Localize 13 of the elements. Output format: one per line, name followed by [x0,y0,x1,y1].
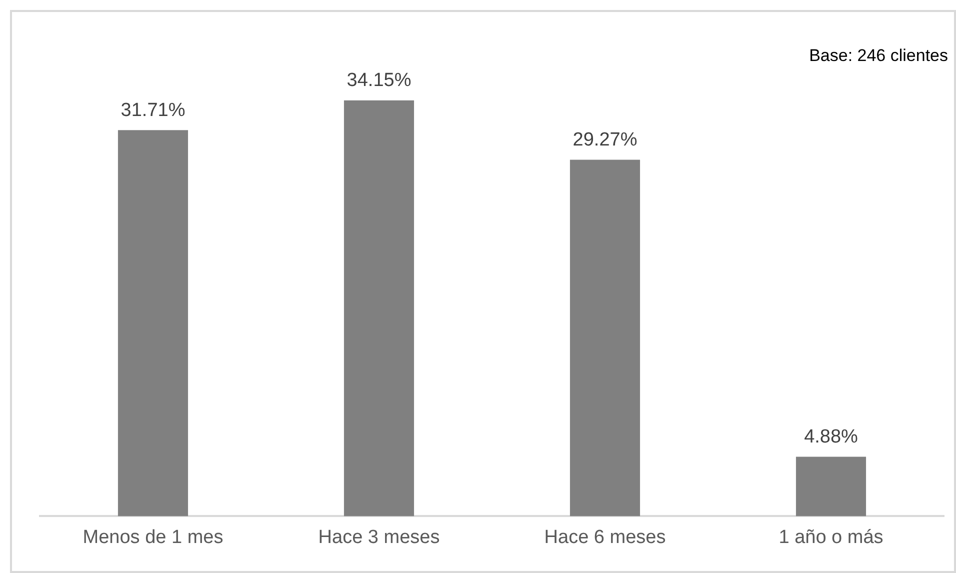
x-tick-label: Hace 6 meses [544,526,666,548]
x-tick-label: Menos de 1 mes [82,526,224,548]
data-label: 4.88% [804,426,858,448]
x-tick-label: 1 año o más [778,526,884,548]
data-label: 31.71% [120,100,186,121]
x-tick-label: Hace 3 meses [318,526,440,548]
data-label: 29.27% [572,130,638,151]
data-label: 34.15% [346,70,412,92]
bar [570,160,640,516]
bar [796,456,866,516]
bar [344,100,414,516]
bar [118,130,188,516]
text: Base: 246 clientes [809,46,948,66]
